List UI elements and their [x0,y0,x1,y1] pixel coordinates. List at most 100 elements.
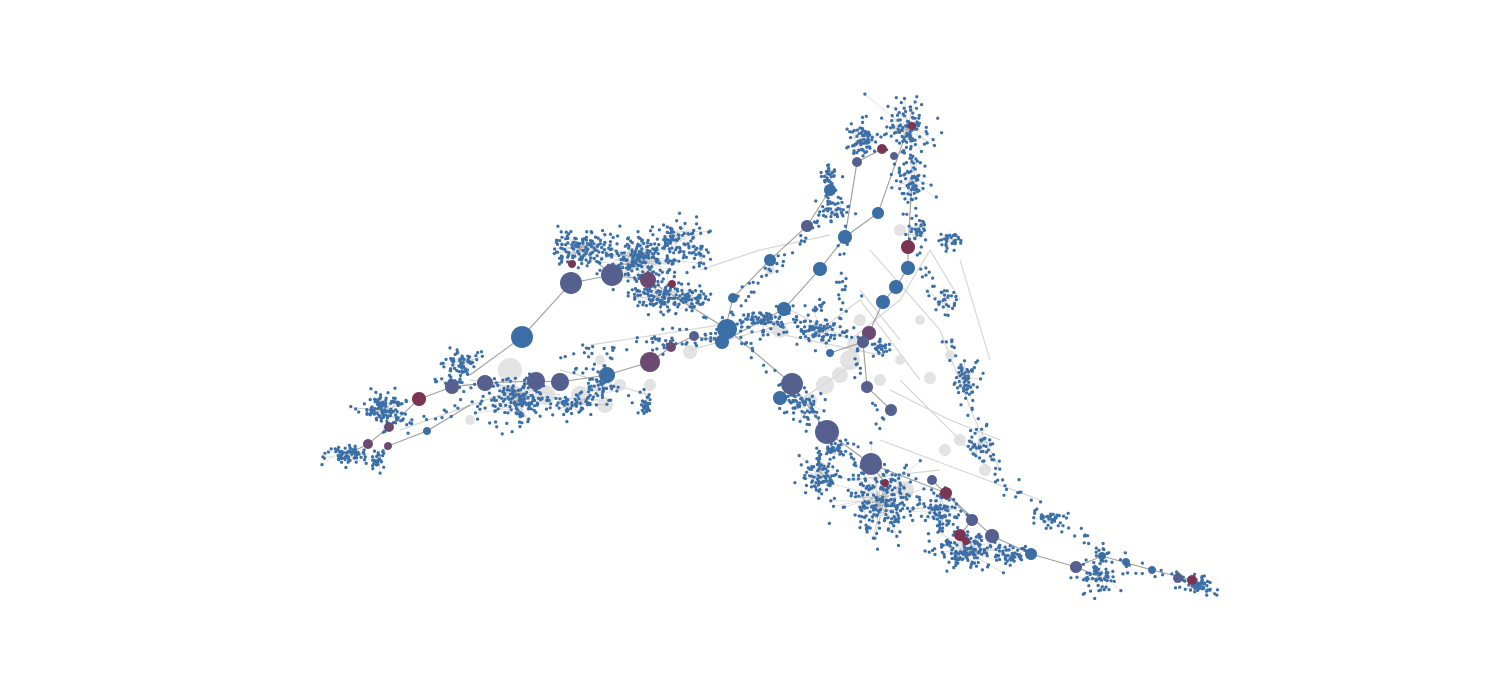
leaf-node [340,460,344,464]
leaf-node [1111,575,1115,579]
leaf-node [792,394,796,398]
leaf-node [954,354,958,358]
leaf-node [861,128,865,133]
leaf-node [997,459,1001,463]
leaf-node [856,139,860,143]
leaf-node [597,250,601,254]
leaf-node [557,406,561,410]
leaf-node [866,500,871,504]
leaf-node [462,390,466,394]
leaf-node [887,499,891,503]
leaf-node [589,412,593,417]
leaf-node [795,342,799,346]
leaf-node [945,541,949,545]
leaf-node [901,212,905,216]
leaf-node [815,307,819,311]
leaf-node [657,339,661,343]
leaf-node [545,395,550,399]
leaf-node [844,277,848,281]
leaf-node [847,477,851,482]
leaf-node [945,519,949,523]
leaf-node [944,508,948,512]
leaf-node [954,563,958,568]
leaf-node [911,111,915,115]
leaf-node [600,257,604,261]
leaf-node [933,512,938,516]
leaf-node [904,232,908,237]
leaf-node [512,402,516,406]
leaf-edge [872,474,893,499]
faint-edge [869,249,941,331]
leaf-node [798,404,802,408]
hub-node [1098,552,1106,560]
leaf-node [448,369,452,373]
leaf-node [835,215,840,219]
leaf-node [584,252,588,256]
leaf-node [915,233,919,237]
leaf-node [1033,511,1037,515]
leaf-node [953,381,957,385]
leaf-node [839,317,843,321]
hub-node [423,427,431,435]
leaf-node [647,294,651,298]
leaf-node [919,149,924,154]
leaf-node [854,491,858,495]
leaf-node [814,326,818,330]
leaf-node [931,515,935,519]
leaf-node [559,356,563,360]
leaf-node [818,457,822,461]
leaf-node [709,331,713,336]
leaf-node [472,365,476,369]
leaf-node [642,387,646,392]
leaf-node [923,518,928,523]
ghost-node [915,315,925,325]
leaf-node [835,280,839,284]
leaf-node [858,371,863,375]
leaf-node [817,213,821,217]
leaf-edge [935,300,945,310]
leaf-node [492,377,496,381]
leaf-node [899,101,903,105]
leaf-node [749,290,753,294]
leaf-node [839,443,843,447]
leaf-node [929,488,934,492]
leaf-node [970,547,974,551]
leaf-node [805,460,809,464]
leaf-node [673,258,677,262]
leaf-node [791,417,796,421]
leaf-node [806,466,810,470]
leaf-node [922,502,926,506]
hub-node [901,261,915,275]
leaf-node [558,397,562,401]
leaf-node [498,402,502,407]
leaf-node [898,487,902,491]
leaf-node [826,163,830,167]
leaf-node [896,518,900,522]
leaf-node [610,387,614,391]
leaf-node [497,395,501,399]
leaf-node [1060,530,1064,534]
leaf-node [762,315,766,319]
leaf-node [1206,588,1210,592]
faint-edge [779,304,851,341]
leaf-node [375,411,379,415]
leaf-node [365,408,369,412]
leaf-node [911,507,915,511]
leaf-node [523,397,527,401]
leaf-node [587,346,591,350]
leaf-node [886,527,891,531]
hub-nodes-layer [363,122,1197,585]
leaf-node [943,237,947,241]
leaf-node [799,327,803,332]
leaf-node [863,506,867,510]
leaf-node [659,290,663,294]
leaf-node [902,162,906,166]
leaf-node [1099,571,1103,575]
leaf-node [871,354,875,358]
leaf-node [636,230,640,234]
leaf-node [937,239,941,243]
leaf-node [1049,526,1053,530]
leaf-node [970,406,974,410]
leaf-node [747,294,751,299]
hub-node [852,157,862,167]
